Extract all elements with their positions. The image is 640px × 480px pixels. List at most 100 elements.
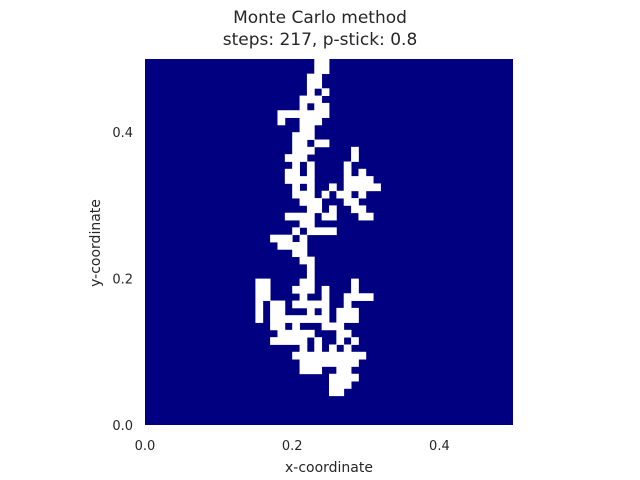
particle-cell (314, 344, 323, 353)
particle-cell (314, 80, 323, 89)
particle-cell (299, 146, 308, 155)
particle-cell (314, 139, 323, 148)
particle-cell (351, 307, 359, 316)
particle-cell (277, 307, 286, 316)
particle-cell (314, 337, 323, 345)
particle-cell (306, 212, 315, 221)
particle-cell (306, 146, 315, 155)
particle-cell (306, 80, 315, 89)
particle-cell (336, 359, 345, 367)
particle-cell (343, 198, 352, 206)
particle-cell (306, 271, 315, 279)
particle-cell (336, 388, 345, 397)
particle-cell (270, 315, 278, 323)
particle-cell (299, 190, 308, 199)
particle-cell (343, 176, 352, 184)
particle-cell (321, 315, 330, 323)
particle-cell (306, 110, 315, 118)
particle-cell (314, 73, 323, 82)
particle-cell (314, 117, 323, 126)
particle-cell (321, 88, 330, 96)
particle-cell (292, 322, 300, 331)
particle-cell (314, 198, 323, 206)
particle-cells (255, 59, 381, 397)
particle-cell (306, 359, 315, 367)
particle-cell (321, 285, 330, 294)
particle-cell (329, 344, 337, 353)
particle-cell (351, 154, 359, 162)
particle-cell (277, 329, 286, 338)
particle-cell (306, 132, 315, 140)
particle-cell (292, 249, 300, 258)
particle-cell (336, 337, 345, 345)
particle-cell (299, 300, 308, 309)
particle-cell (351, 373, 359, 382)
particle-cell (321, 293, 330, 301)
particle-cell (292, 146, 300, 155)
particle-cell (277, 117, 286, 126)
particle-cell (306, 88, 315, 96)
particle-cell (255, 307, 264, 316)
particle-cell (314, 300, 323, 309)
particle-cell (277, 110, 286, 118)
particle-cell (343, 359, 352, 367)
particle-cell (299, 329, 308, 338)
particle-cell (306, 329, 315, 338)
particle-cell (329, 381, 337, 389)
particle-cell (358, 351, 367, 360)
particle-cell (321, 102, 330, 111)
particle-cell (329, 373, 337, 382)
particle-cell (306, 220, 315, 228)
particle-cell (343, 381, 352, 389)
particle-cell (306, 256, 315, 265)
particle-cell (299, 278, 308, 287)
particle-cell (255, 300, 264, 309)
particle-cell (321, 139, 330, 148)
particle-cell (270, 337, 278, 345)
particle-cell (299, 132, 308, 140)
particle-cell (292, 315, 300, 323)
particle-cell (299, 366, 308, 375)
particle-cell (358, 205, 367, 214)
particle-cell (299, 102, 308, 111)
particle-cell (351, 293, 359, 301)
particle-cell (336, 190, 345, 199)
x-axis-ticks: 0.0 0.2 0.4 (135, 439, 450, 454)
particle-cell (299, 285, 308, 294)
particle-cell (299, 95, 308, 104)
particle-cell (358, 168, 367, 177)
particle-cell (314, 351, 323, 360)
particle-cell (299, 359, 308, 367)
particle-cell (321, 227, 330, 236)
particle-cell (306, 124, 315, 133)
particle-cell (343, 161, 352, 170)
particle-cell (314, 95, 323, 104)
particle-cell (299, 234, 308, 243)
particle-cell (270, 322, 278, 331)
particle-cell (292, 351, 300, 360)
particle-cell (329, 183, 337, 192)
particle-cell (306, 285, 315, 294)
particle-cell (336, 381, 345, 389)
particle-cell (255, 285, 264, 294)
particle-cell (306, 95, 315, 104)
particle-cell (329, 359, 337, 367)
particle-cell (358, 183, 367, 192)
particle-cell (292, 285, 300, 294)
particle-cell (284, 154, 293, 162)
particle-cell (292, 227, 300, 236)
particle-cell (321, 359, 330, 367)
particle-cell (306, 190, 315, 199)
particle-cell (343, 315, 352, 323)
chart-subtitle: steps: 217, p-stick: 0.8 (222, 30, 418, 50)
particle-cell (351, 278, 359, 287)
particle-cell (321, 351, 330, 360)
particle-cell (284, 329, 293, 338)
particle-cell (292, 329, 300, 338)
y-axis-ticks: 0.0 0.2 0.4 (112, 126, 133, 434)
particle-cell (292, 190, 300, 199)
particle-cell (314, 315, 323, 323)
particle-cell (299, 293, 308, 301)
particle-cell (255, 315, 264, 323)
particle-cell (306, 168, 315, 177)
